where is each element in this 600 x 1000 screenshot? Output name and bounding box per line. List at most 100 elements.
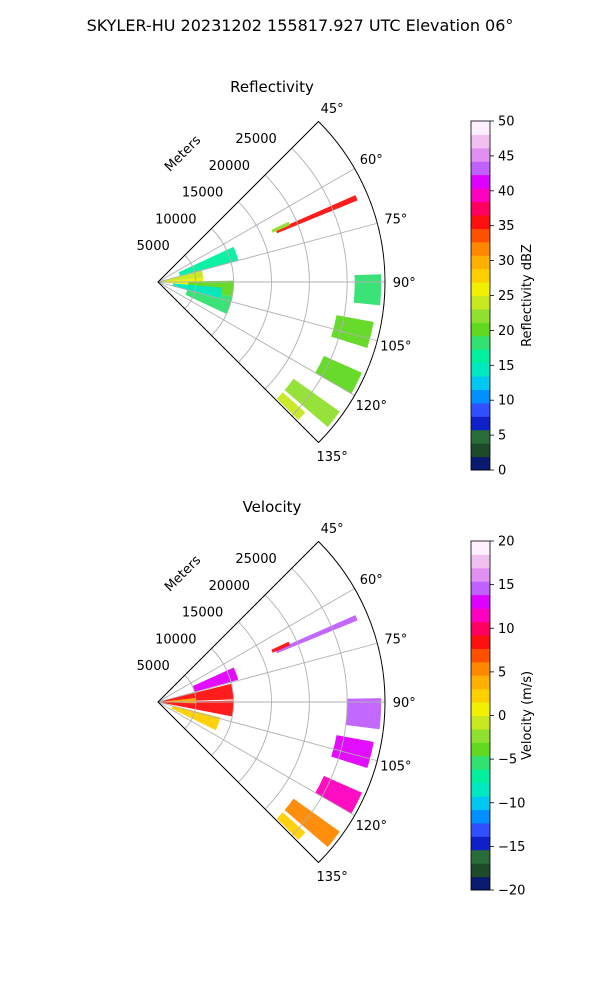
colorbar-tick-label: 10	[498, 622, 515, 637]
theta-tick-label: 75°	[384, 632, 407, 647]
theta-tick-label: 90°	[393, 696, 416, 711]
echo-layer	[158, 615, 382, 847]
theta-tick-label: 45°	[321, 522, 344, 537]
colorbar-label: Reflectivity dBZ	[520, 244, 535, 347]
colorbar-segment-17	[471, 228, 490, 243]
r-tick-label: 10000	[155, 632, 196, 647]
colorbar-segment-14	[471, 688, 490, 703]
echo-cell-0	[275, 195, 358, 234]
colorbar: −20 −15 −10 −5 0 5 10 15 20 Velocity (m/s)	[470, 535, 535, 899]
colorbar-segment-1	[471, 863, 490, 878]
colorbar-tick-label: 30	[498, 254, 515, 269]
echo-cell-10	[315, 355, 362, 394]
colorbar-segment-4	[471, 822, 490, 837]
colorbar-tick-label: 20	[498, 535, 515, 550]
colorbar-segment-7	[471, 362, 490, 377]
theta-tick-label: 60°	[360, 573, 383, 588]
colorbar-tick-label: −5	[498, 753, 517, 768]
colorbar-tick-label: 40	[498, 184, 515, 199]
r-tick-label: 5000	[137, 659, 170, 674]
theta-gridline-1	[157, 588, 355, 703]
colorbar-segment-11	[471, 308, 490, 323]
sector-outline	[157, 540, 386, 864]
colorbar-segment-16	[471, 241, 490, 256]
colorbar-segment-13	[471, 282, 490, 296]
colorbar-segment-6	[471, 376, 490, 390]
theta-tick-label: 60°	[360, 153, 383, 168]
radial-axis-label: Meters	[162, 133, 204, 175]
colorbar-segment-18	[471, 214, 490, 229]
figure-suptitle: SKYLER-HU 20231202 155817.927 UTC Elevat…	[86, 16, 514, 35]
colorbar-segment-0	[471, 456, 490, 471]
colorbar: 0 5 10 15 20 25 30 35 40 45 50 Reflectivity dBZ	[470, 115, 535, 479]
colorbar-segment-0	[471, 876, 490, 891]
colorbar-segment-5	[471, 389, 490, 404]
echo-cell-9	[315, 775, 362, 814]
theta-tick-label: 90°	[393, 276, 416, 291]
colorbar-segment-15	[471, 675, 490, 690]
echo-cell-3	[178, 246, 239, 277]
theta-gridline-5	[157, 701, 355, 816]
theta-gridline-2	[157, 642, 378, 703]
colorbar-segment-9	[471, 755, 490, 770]
sector-outline	[157, 120, 386, 444]
theta-gridline-4	[157, 701, 378, 762]
colorbar-segment-19	[471, 201, 490, 216]
echo-cell-7	[345, 698, 382, 730]
colorbar-segment-5	[471, 809, 490, 824]
colorbar-segment-13	[471, 702, 490, 716]
theta-tick-label: 135°	[316, 450, 347, 465]
echo-cell-10	[284, 798, 340, 847]
colorbar-tick-label: −20	[498, 884, 525, 899]
colorbar-segment-15	[471, 255, 490, 270]
panel-title: Reflectivity	[230, 78, 314, 96]
colorbar-segment-2	[471, 429, 490, 444]
colorbar-segment-1	[471, 443, 490, 458]
colorbar-segment-12	[471, 295, 490, 310]
colorbar-segment-23	[471, 147, 490, 162]
colorbar-tick-label: 0	[498, 709, 506, 724]
theta-tick-label: 135°	[316, 870, 347, 885]
colorbar-tick-label: 0	[498, 464, 506, 479]
velocity-panel: Velocity 45° 60° 75° 90° 105° 120° 135° 5000 1000…	[137, 498, 535, 899]
theta-gridline-4	[157, 281, 378, 342]
colorbar-tick-label: 45	[498, 149, 515, 164]
theta-tick-label: 75°	[384, 212, 407, 227]
colorbar-segment-8	[471, 349, 490, 364]
colorbar-segment-24	[471, 134, 490, 149]
colorbar-segment-14	[471, 268, 490, 283]
colorbar-segment-3	[471, 416, 490, 431]
reflectivity-panel: Reflectivity45°60°75°90°105°120°135°5000…	[137, 78, 535, 479]
r-tick-label: 25000	[235, 132, 276, 147]
colorbar-segment-10	[471, 742, 490, 757]
colorbar-segment-25	[471, 541, 490, 555]
colorbar-label: Velocity (m/s)	[520, 671, 535, 760]
theta-gridline-2	[157, 222, 378, 283]
colorbar-segment-20	[471, 608, 490, 623]
theta-tick-label: 105°	[380, 340, 411, 355]
colorbar-segment-6	[471, 796, 490, 810]
colorbar-tick-label: −10	[498, 796, 525, 811]
colorbar-segment-2	[471, 849, 490, 864]
colorbar-segment-7	[471, 782, 490, 797]
r-tick-label: 20000	[209, 579, 250, 594]
r-tick-label: 10000	[155, 212, 196, 227]
colorbar-tick-label: 10	[498, 394, 515, 409]
colorbar-tick-label: 5	[498, 665, 506, 680]
echo-cell-3	[158, 683, 234, 702]
colorbar-segment-21	[471, 594, 490, 609]
r-tick-label: 5000	[137, 239, 170, 254]
echo-layer	[158, 195, 382, 427]
r-tick-label: 15000	[182, 606, 223, 621]
theta-gridline-1	[157, 168, 355, 283]
echo-cell-11	[276, 812, 306, 840]
echo-cell-1	[271, 221, 291, 233]
colorbar-tick-label: 15	[498, 578, 515, 593]
colorbar-segment-25	[471, 121, 490, 135]
colorbar-tick-label: −15	[498, 840, 525, 855]
echo-cell-0	[275, 615, 358, 654]
colorbar-segment-16	[471, 661, 490, 676]
colorbar-segment-3	[471, 836, 490, 851]
echo-cell-8	[353, 274, 382, 306]
colorbar-segment-22	[471, 581, 490, 596]
